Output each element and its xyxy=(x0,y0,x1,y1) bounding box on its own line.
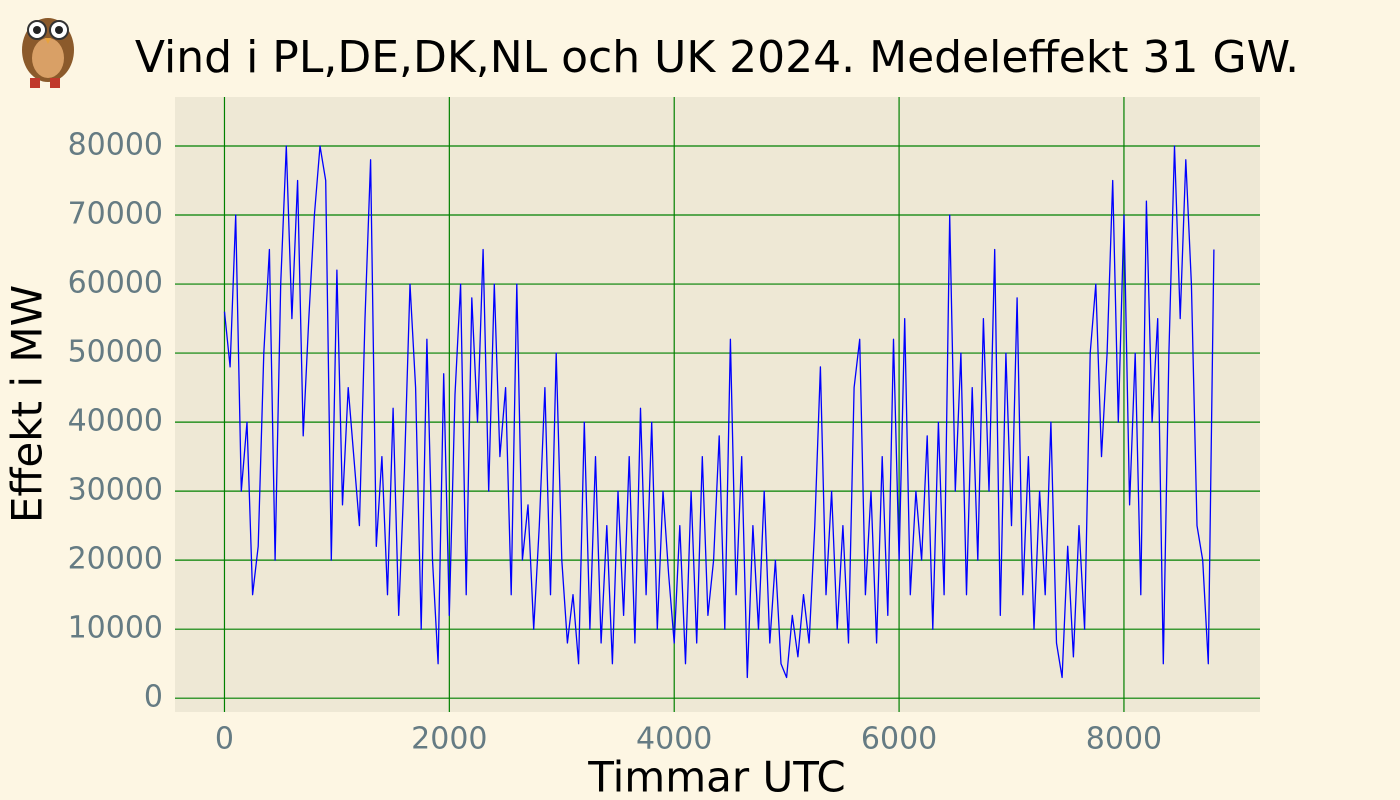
y-tick-label: 10000 xyxy=(68,611,163,646)
y-tick-label: 20000 xyxy=(68,542,163,577)
ticks: 0100002000030000400005000060000700008000… xyxy=(68,128,1163,757)
x-axis-label: Timmar UTC xyxy=(587,753,845,800)
x-tick-label: 0 xyxy=(215,722,234,757)
x-tick-label: 2000 xyxy=(411,722,487,757)
y-tick-label: 30000 xyxy=(68,473,163,508)
x-tick-label: 8000 xyxy=(1086,722,1162,757)
y-axis-label: Effekt i MW xyxy=(3,285,52,523)
chart-title: Vind i PL,DE,DK,NL och UK 2024. Medeleff… xyxy=(135,32,1299,83)
y-tick-label: 70000 xyxy=(68,197,163,232)
plot-area xyxy=(175,97,1260,712)
y-tick-label: 0 xyxy=(144,680,163,715)
y-tick-label: 80000 xyxy=(68,128,163,163)
data-line xyxy=(223,145,1215,679)
owl-icon xyxy=(22,18,74,88)
x-tick-label: 4000 xyxy=(636,722,712,757)
grid xyxy=(175,97,1260,712)
x-tick-label: 6000 xyxy=(861,722,937,757)
y-tick-label: 50000 xyxy=(68,335,163,370)
y-tick-label: 60000 xyxy=(68,266,163,301)
y-tick-label: 40000 xyxy=(68,404,163,439)
lines xyxy=(223,145,1215,679)
